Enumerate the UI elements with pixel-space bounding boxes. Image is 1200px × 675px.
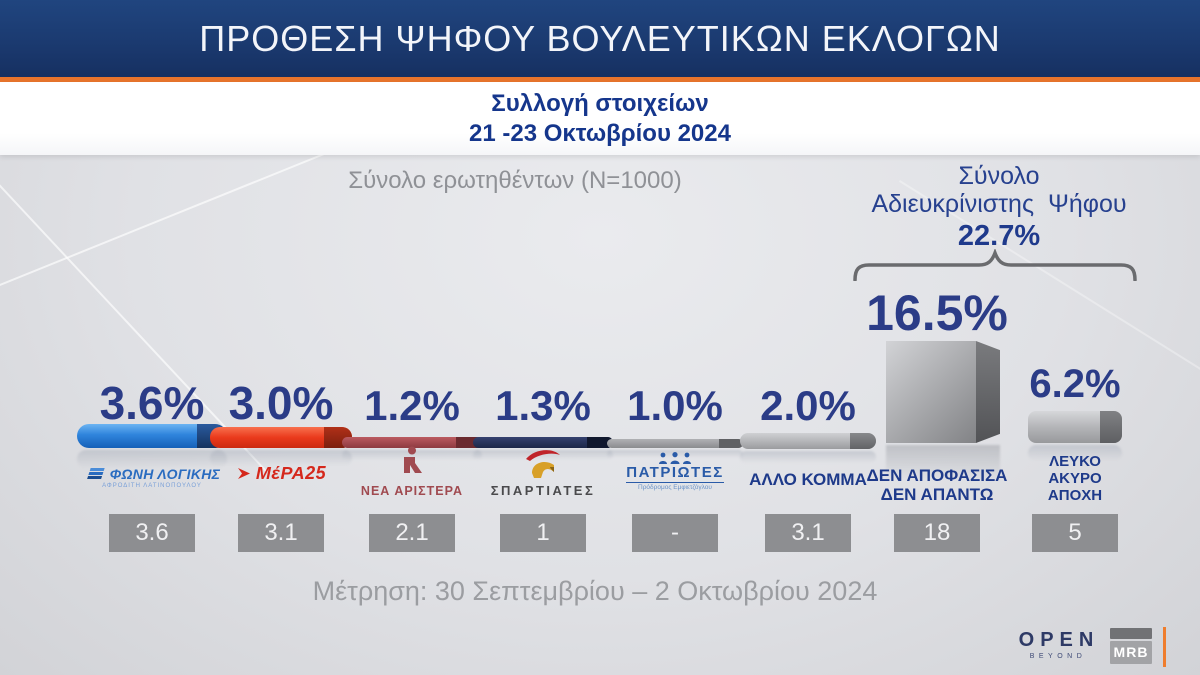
previous-value-box: 3.6 [109, 514, 195, 552]
previous-value-box: 3.1 [238, 514, 324, 552]
bar-reflection [740, 451, 876, 463]
orange-separator [1163, 627, 1166, 667]
vote-bar [473, 437, 613, 448]
previous-value-box: 1 [500, 514, 586, 552]
people-icon [659, 452, 691, 464]
arrow-icon [237, 468, 250, 479]
percent-label: 1.3% [495, 382, 591, 429]
accent-line [0, 77, 1200, 82]
category-label-line1: ΛΕΥΚΟ [1049, 453, 1101, 470]
open-logo-text: OPEN [1018, 629, 1100, 651]
sample-size-note: Σύνολο ερωτηθέντων (Ν=1000) [348, 167, 682, 194]
previous-value-box: 5 [1032, 514, 1118, 552]
percent-label: 1.2% [364, 382, 460, 429]
category-label-line2: ΑΚΥΡΟ [1048, 470, 1102, 487]
previous-value-box: 2.1 [369, 514, 455, 552]
column-foni-logikis: 3.6% ΦΩΝΗ ΛΟΓΙΚΗΣ ΑΦΡΟΔΙΤΗ ΛΑΤΙΝΟΠΟΥΛΟΥ … [72, 0, 232, 675]
bar-reflection [342, 450, 482, 460]
vote-bar [210, 427, 352, 448]
percent-label: 6.2% [1029, 362, 1121, 406]
bar-reflection [886, 445, 1000, 479]
mrb-logo-bar [1110, 628, 1152, 639]
party-subtext: ΑΦΡΟΔΙΤΗ ΛΑΤΙΝΟΠΟΥΛΟΥ [102, 483, 202, 489]
column-allo-komma: 2.0% ΑΛΛΟ ΚΟΜΜΑ 3.1 [728, 0, 888, 675]
vote-box-side [976, 341, 1000, 443]
party-logo: ΦΩΝΗ ΛΟΓΙΚΗΣ [72, 466, 232, 482]
percent-label: 3.6% [99, 377, 205, 429]
category-label-line1: ΔΕΝ ΑΠΟΦΑΣΙΣΑ [866, 466, 1008, 485]
undecided-label-line2: Αδιευκρίνιστης Ψήφου [871, 190, 1127, 218]
party-name: ΑΛΛΟ ΚΟΜΜΑ [749, 470, 867, 489]
bar-reflection [210, 450, 352, 466]
bar-reflection [1028, 445, 1122, 461]
undecided-label-line1: Σύνολο [958, 162, 1040, 190]
vote-bar [342, 437, 482, 448]
vote-bar [740, 433, 876, 449]
previous-value-box: 18 [894, 514, 980, 552]
column-nea-aristera: 1.2% ΝΕΑ ΑΡΙΣΤΕΡΑ 2.1 [332, 0, 492, 675]
category-label: ΛΕΥΚΟ ΑΚΥΡΟ ΑΠΟΧΗ [995, 453, 1155, 504]
column-leyko-akyro-apoxi: 6.2% ΛΕΥΚΟ ΑΚΥΡΟ ΑΠΟΧΗ 5 [995, 0, 1155, 675]
percent-label: 2.0% [760, 382, 856, 429]
bar-end-cap [456, 437, 482, 448]
header-bar: ΠΡΟΘΕΣΗ ΨΗΦΟΥ ΒΟΥΛΕΥΤΙΚΩΝ ΕΚΛΟΓΩΝ [0, 0, 1200, 77]
party-name: ΠΑΤΡΙΩΤΕΣ [595, 464, 755, 483]
percent-label: 1.0% [627, 382, 723, 429]
previous-value-box: - [632, 514, 718, 552]
flag-icon [86, 468, 105, 479]
column-mera25: 3.0% ΜέΡΑ25 3.1 [201, 0, 361, 675]
bar-end-cap [719, 439, 743, 448]
mrb-logo: MRB [1110, 628, 1152, 664]
subtitle-line1: Συλλογή στοιχείων [491, 90, 709, 118]
open-logo-subtext: BEYOND [1029, 653, 1087, 660]
column-spartiates: 1.3% ΣΠΑΡΤΙΑΤΕΣ 1 [463, 0, 623, 675]
column-den-apofasisa: 16.5% ΔΕΝ ΑΠΟΦΑΣΙΣΑ ΔΕΝ ΑΠΑΝΤΩ 18 [857, 0, 1017, 675]
party-name: ΝΕΑ ΑΡΙΣΤΕΡΑ [360, 484, 464, 498]
previous-value-box: 3.1 [765, 514, 851, 552]
person-icon [404, 446, 422, 473]
measurement-note: Μέτρηση: 30 Σεπτεμβρίου – 2 Οκτωβρίου 20… [312, 576, 878, 606]
subtitle-band: Συλλογή στοιχείων 21 -23 Οκτωβρίου 2024 [0, 82, 1200, 155]
vote-bar [607, 439, 743, 448]
subtitle-line2: 21 -23 Οκτωβρίου 2024 [469, 119, 731, 147]
bar-reflection [473, 450, 613, 460]
percent-label: 3.0% [228, 377, 334, 429]
percent-label: 16.5% [866, 285, 1008, 341]
page-title: ΠΡΟΘΕΣΗ ΨΗΦΟΥ ΒΟΥΛΕΥΤΙΚΩΝ ΕΚΛΟΓΩΝ [199, 18, 1001, 59]
category-label-line2: ΔΕΝ ΑΠΑΝΤΩ [880, 485, 994, 504]
mrb-logo-text: MRB [1110, 641, 1152, 664]
vote-box-front [886, 341, 976, 443]
party-name-text: ΠΑΤΡΙΩΤΕΣ [626, 464, 724, 483]
party-logo: ΜέΡΑ25 [201, 463, 361, 484]
bar-reflection [77, 450, 227, 468]
bar-end-cap [850, 433, 876, 449]
party-name: ΜέΡΑ25 [255, 463, 327, 483]
open-channel-logo: OPEN BEYOND [1012, 629, 1100, 660]
undecided-brace [853, 249, 1137, 281]
bar-end-cap [1100, 411, 1122, 443]
undecided-summary: Σύνολο Αδιευκρίνιστης Ψήφου 22.7% [838, 162, 1160, 253]
category-label-line3: ΑΠΟΧΗ [1047, 487, 1103, 504]
spartan-helmet-icon [526, 450, 560, 478]
vote-bar [1028, 411, 1122, 443]
column-patriotes: 1.0% ΠΑΤΡΙΩΤΕΣ Πρόδρομος Εμφιετζόγλου - [595, 0, 755, 675]
undecided-total-value: 22.7% [957, 220, 1041, 252]
bar-end-cap [587, 437, 613, 448]
party-name: ΦΩΝΗ ΛΟΓΙΚΗΣ [109, 466, 221, 482]
party-name: ΣΠΑΡΤΙΑΤΕΣ [490, 483, 596, 498]
party-subtext: Πρόδρομος Εμφιετζόγλου [638, 484, 712, 491]
category-label: ΔΕΝ ΑΠΟΦΑΣΙΣΑ ΔΕΝ ΑΠΑΝΤΩ [857, 466, 1017, 504]
